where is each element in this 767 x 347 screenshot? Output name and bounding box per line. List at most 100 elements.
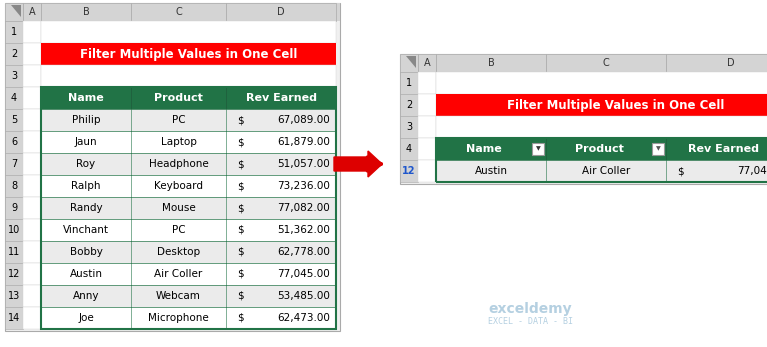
- Text: Rev Earned: Rev Earned: [689, 144, 759, 154]
- Bar: [400, 72, 418, 94]
- Text: 10: 10: [8, 225, 20, 235]
- Text: D: D: [277, 7, 285, 17]
- Bar: [5, 3, 23, 21]
- Polygon shape: [406, 56, 416, 68]
- Bar: [41, 43, 336, 65]
- FancyBboxPatch shape: [532, 143, 544, 155]
- Text: B: B: [83, 7, 90, 17]
- Bar: [41, 263, 336, 285]
- Bar: [436, 138, 767, 182]
- Text: 9: 9: [11, 203, 17, 213]
- Bar: [41, 87, 131, 109]
- Bar: [41, 87, 336, 329]
- Text: Air Coller: Air Coller: [582, 166, 630, 176]
- Bar: [41, 241, 336, 263]
- Bar: [5, 263, 23, 285]
- Bar: [418, 94, 436, 116]
- Bar: [5, 21, 23, 43]
- Text: 11: 11: [8, 247, 20, 257]
- Bar: [23, 197, 41, 219]
- Text: 3: 3: [406, 122, 412, 132]
- Bar: [5, 109, 23, 131]
- Bar: [436, 72, 767, 94]
- Text: 77,045.00: 77,045.00: [277, 269, 330, 279]
- Text: B: B: [488, 58, 495, 68]
- Bar: [418, 54, 436, 72]
- Bar: [131, 3, 226, 21]
- Bar: [5, 307, 23, 329]
- Bar: [41, 285, 336, 307]
- Bar: [41, 197, 336, 219]
- Text: A: A: [423, 58, 430, 68]
- Bar: [546, 54, 666, 72]
- Text: Product: Product: [574, 144, 624, 154]
- Text: $: $: [237, 269, 243, 279]
- Bar: [23, 241, 41, 263]
- Bar: [23, 43, 41, 65]
- Bar: [400, 116, 418, 138]
- Text: 61,879.00: 61,879.00: [277, 137, 330, 147]
- Text: 7: 7: [11, 159, 17, 169]
- Polygon shape: [11, 5, 21, 17]
- Bar: [5, 87, 23, 109]
- Bar: [41, 219, 336, 241]
- Text: $: $: [237, 291, 243, 301]
- Text: Ralph: Ralph: [71, 181, 100, 191]
- Text: Microphone: Microphone: [148, 313, 209, 323]
- Text: $: $: [237, 247, 243, 257]
- Bar: [41, 3, 131, 21]
- Text: EXCEL - DATA - BI: EXCEL - DATA - BI: [488, 318, 572, 327]
- Text: Rev Earned: Rev Earned: [245, 93, 317, 103]
- Text: $: $: [237, 115, 243, 125]
- Text: Roy: Roy: [77, 159, 96, 169]
- Bar: [41, 131, 336, 153]
- Text: $: $: [676, 166, 683, 176]
- Bar: [5, 3, 340, 21]
- Text: Austin: Austin: [70, 269, 103, 279]
- Bar: [41, 65, 336, 87]
- Bar: [23, 65, 41, 87]
- Text: 5: 5: [11, 115, 17, 125]
- Bar: [5, 131, 23, 153]
- Text: 1: 1: [406, 78, 412, 88]
- Bar: [226, 87, 336, 109]
- Text: $: $: [237, 137, 243, 147]
- Text: 51,057.00: 51,057.00: [277, 159, 330, 169]
- Text: Mouse: Mouse: [162, 203, 196, 213]
- Text: ▼: ▼: [656, 146, 660, 152]
- Text: $: $: [237, 313, 243, 323]
- Bar: [400, 54, 767, 72]
- Bar: [400, 94, 418, 116]
- Text: exceldemy: exceldemy: [488, 302, 572, 316]
- Bar: [400, 54, 767, 184]
- Bar: [23, 87, 41, 109]
- Bar: [5, 285, 23, 307]
- Bar: [5, 197, 23, 219]
- Bar: [418, 116, 436, 138]
- Text: 4: 4: [406, 144, 412, 154]
- Bar: [23, 153, 41, 175]
- Text: 2: 2: [11, 49, 17, 59]
- Bar: [436, 94, 767, 116]
- Text: Anny: Anny: [73, 291, 99, 301]
- Text: 67,089.00: 67,089.00: [277, 115, 330, 125]
- Text: Air Coller: Air Coller: [154, 269, 202, 279]
- Bar: [5, 65, 23, 87]
- Text: Webcam: Webcam: [156, 291, 201, 301]
- Text: Jaun: Jaun: [74, 137, 97, 147]
- Text: 73,236.00: 73,236.00: [277, 181, 330, 191]
- Bar: [41, 307, 336, 329]
- Bar: [5, 241, 23, 263]
- Bar: [436, 116, 767, 138]
- Text: Philip: Philip: [72, 115, 100, 125]
- Bar: [436, 54, 546, 72]
- Text: 1: 1: [11, 27, 17, 37]
- Text: Name: Name: [466, 144, 502, 154]
- Bar: [400, 54, 418, 72]
- Text: PC: PC: [172, 225, 186, 235]
- Bar: [23, 21, 41, 43]
- Text: 3: 3: [11, 71, 17, 81]
- Text: Austin: Austin: [475, 166, 508, 176]
- Text: $: $: [237, 181, 243, 191]
- Bar: [131, 87, 226, 109]
